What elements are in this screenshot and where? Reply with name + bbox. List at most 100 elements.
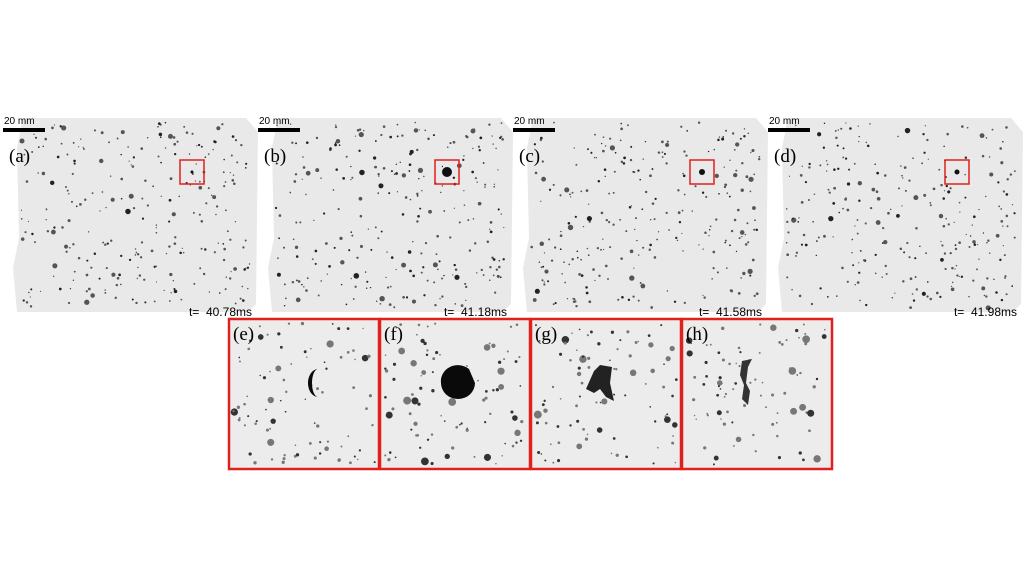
speck (310, 347, 312, 350)
speck (454, 274, 460, 280)
speck (417, 402, 421, 406)
speck (901, 205, 903, 207)
speck (580, 274, 584, 277)
speck (575, 163, 578, 166)
speck (976, 268, 978, 271)
speck (724, 239, 727, 242)
speck (180, 298, 183, 301)
speck (587, 203, 590, 205)
speck (440, 191, 442, 194)
speck (329, 147, 332, 150)
speck (194, 180, 197, 182)
speck (862, 259, 866, 262)
speck (666, 290, 669, 292)
speck (423, 294, 426, 297)
speck (87, 231, 90, 233)
speck (858, 262, 860, 264)
speck (345, 155, 348, 158)
speck (430, 433, 434, 436)
speck (500, 122, 503, 125)
speck (224, 181, 227, 183)
speck (1004, 275, 1007, 278)
speck (423, 175, 425, 178)
speck (486, 240, 490, 243)
speck (858, 271, 861, 274)
speck (681, 209, 684, 212)
speck (922, 132, 925, 136)
speck (979, 133, 985, 139)
speck (39, 290, 42, 292)
speck (755, 292, 759, 296)
speck (282, 457, 286, 461)
speck (234, 139, 238, 142)
speck (282, 378, 286, 382)
speck (634, 341, 638, 344)
speck (146, 136, 149, 139)
speck (519, 385, 522, 387)
speck (373, 166, 376, 169)
speck (683, 150, 686, 153)
speck (399, 323, 403, 327)
speck (940, 183, 943, 187)
speck (724, 183, 728, 187)
speck (553, 246, 557, 249)
speck (52, 263, 58, 269)
speck (943, 252, 947, 255)
speck (559, 234, 563, 238)
speck (322, 212, 326, 215)
speck (759, 394, 762, 397)
speck (580, 190, 583, 193)
speck (740, 188, 744, 192)
speck (231, 135, 235, 138)
speck (599, 401, 602, 404)
speck (71, 172, 74, 176)
speck (212, 195, 217, 200)
speck (556, 425, 560, 428)
speck (866, 144, 870, 148)
speck (378, 183, 384, 189)
speck (210, 194, 213, 197)
speck (467, 219, 470, 222)
speck (452, 140, 456, 144)
speck (610, 452, 613, 455)
speck (958, 241, 961, 244)
speck (701, 191, 705, 194)
speck (319, 441, 322, 444)
speck (324, 242, 328, 245)
speck (395, 172, 398, 175)
speck (636, 239, 638, 242)
speck (371, 423, 374, 427)
speck (776, 412, 779, 414)
speck (891, 296, 894, 299)
speck (491, 256, 494, 259)
speck (753, 173, 756, 176)
speck (270, 418, 276, 424)
speck (128, 193, 134, 199)
speck (441, 277, 444, 280)
speck (127, 146, 129, 148)
speck (246, 395, 249, 398)
speck (813, 455, 821, 463)
speck (424, 129, 427, 132)
speck (110, 239, 113, 242)
speck (602, 248, 605, 251)
speck (613, 170, 616, 173)
speck (178, 195, 181, 198)
speck (629, 158, 633, 162)
speck (909, 277, 913, 281)
speck (120, 197, 123, 200)
speck (921, 291, 926, 296)
speck (795, 251, 799, 254)
speck (729, 289, 733, 292)
speck (865, 303, 868, 307)
speck (593, 156, 596, 159)
speck (721, 358, 725, 362)
speck (46, 229, 50, 233)
speck (846, 182, 851, 186)
speck (497, 208, 500, 211)
speck (277, 332, 281, 336)
speck (116, 137, 119, 140)
speck (823, 122, 826, 125)
speck (200, 247, 203, 250)
speck (642, 158, 644, 160)
